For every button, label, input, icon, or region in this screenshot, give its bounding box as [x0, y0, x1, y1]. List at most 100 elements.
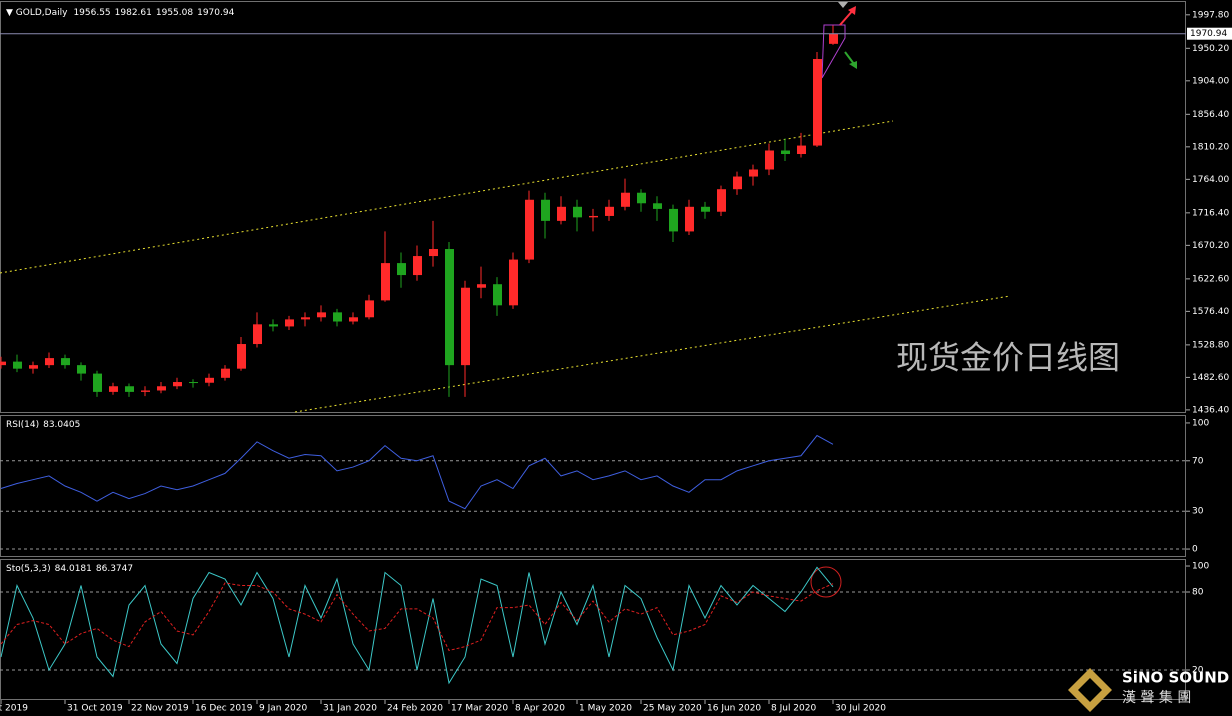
y-tick-label: 1576.40 — [1192, 307, 1229, 317]
y-tick-label: 30 — [1192, 507, 1204, 517]
candle-body — [269, 324, 278, 327]
candle-body — [765, 150, 774, 170]
candle-body — [781, 150, 790, 155]
y-tick-label: 1482.60 — [1192, 373, 1229, 383]
channel-line — [0, 120, 894, 274]
candle-body — [61, 358, 70, 366]
highlight-circle — [810, 566, 842, 598]
last-price-label: 1970.94 — [1190, 29, 1227, 39]
x-tick-label: 31 Jan 2020 — [323, 704, 377, 714]
panel-frames — [0, 1, 1186, 700]
x-tick-label: 16 Dec 2019 — [195, 704, 253, 714]
y-tick-label: 1997.80 — [1192, 10, 1229, 20]
candle-body — [461, 287, 470, 366]
candle-body — [157, 386, 166, 391]
candle-body — [813, 59, 822, 146]
logo-icon-inner — [1078, 678, 1102, 702]
candle-body — [717, 189, 726, 212]
x-tick-label: 9 Jan 2020 — [259, 704, 307, 714]
y-tick-label: 1436.40 — [1192, 405, 1229, 415]
candle-body — [621, 192, 630, 207]
candle-body — [397, 263, 406, 276]
logo-name: SiNO SOUND — [1122, 669, 1229, 687]
x-tick-label: 30 Jul 2020 — [835, 704, 886, 714]
main-title: ▼ GOLD,Daily 1956.55 1982.61 1955.08 1970.94 — [6, 8, 235, 18]
candle-body — [205, 377, 214, 383]
logo-chinese: 漢 聲 集 團 — [1122, 689, 1191, 706]
candle-body — [0, 361, 6, 366]
candle-body — [45, 358, 54, 366]
sto-title: Sto(5,3,3) 84.0181 86.3747 — [6, 564, 133, 574]
candle-body — [237, 344, 246, 369]
ohlc-high: 1982.61 — [115, 8, 152, 18]
symbol: GOLD,Daily — [16, 8, 68, 18]
x-tick-label: 22 Nov 2019 — [131, 704, 189, 714]
candle-body — [29, 365, 38, 369]
y-tick-label: 1764.00 — [1192, 175, 1229, 185]
candle-body — [365, 300, 374, 318]
ohlc-close: 1970.94 — [197, 8, 234, 18]
candle-body — [685, 206, 694, 232]
triangle-drawing — [821, 24, 846, 79]
x-tick-label: 31 Oct 2019 — [67, 704, 123, 714]
menu-triangle: ▼ — [6, 8, 16, 18]
candle-body — [541, 199, 550, 221]
last-price-box — [1187, 27, 1232, 40]
x-tick-label: 16 Jun 2020 — [707, 704, 761, 714]
candle-body — [141, 390, 150, 392]
sto-frame — [0, 559, 1186, 700]
candle-body — [509, 259, 518, 306]
down-arrow-head — [849, 61, 857, 69]
x-tick-label: 9 Oct 2019 — [0, 704, 28, 714]
x-tick-label: 1 May 2020 — [579, 704, 632, 714]
candle-body — [605, 206, 614, 216]
candle-body — [477, 284, 486, 288]
candle-body — [109, 386, 118, 392]
candle-body — [701, 206, 710, 212]
channel-line — [294, 295, 1011, 413]
ohlc-open: 1956.55 — [73, 8, 110, 18]
sto-signal-value: 86.3747 — [96, 564, 133, 574]
candle-body — [349, 317, 358, 322]
candle-body — [125, 386, 134, 392]
y-tick-label: 1716.40 — [1192, 208, 1229, 218]
candle-body — [637, 192, 646, 204]
x-tick-label: 25 May 2020 — [643, 704, 702, 714]
y-tick-label: 70 — [1192, 456, 1204, 466]
candle-body — [797, 145, 806, 155]
candle-body — [525, 199, 534, 260]
candle-body — [253, 324, 262, 345]
candle-body — [669, 208, 678, 232]
candle-body — [285, 319, 294, 327]
candle-body — [557, 206, 566, 221]
candle-body — [573, 206, 582, 218]
sto-name: Sto(5,3,3) — [6, 564, 51, 574]
candle-body — [589, 215, 598, 218]
candle-body — [733, 176, 742, 190]
candle-body — [93, 373, 102, 392]
sto-main-value: 84.0181 — [55, 564, 92, 574]
candle-body — [189, 382, 198, 384]
candle-body — [445, 249, 454, 366]
candle-body — [173, 382, 182, 387]
rsi-name: RSI(14) — [6, 420, 39, 430]
indicator-line — [0, 434, 834, 510]
y-tick-label: 20 — [1192, 665, 1204, 675]
y-tick-label: 1904.00 — [1192, 76, 1229, 86]
x-tick-label: 24 Feb 2020 — [387, 704, 443, 714]
rsi-value: 83.0405 — [43, 420, 80, 430]
up-arrow-head — [848, 6, 856, 15]
candle-body — [221, 368, 230, 378]
candle-body — [749, 169, 758, 177]
indicator-line — [0, 582, 834, 652]
x-tick-label: 8 Jul 2020 — [771, 704, 816, 714]
y-tick-label: 1528.80 — [1192, 340, 1229, 350]
marker — [838, 2, 848, 8]
main-frame — [0, 1, 1186, 413]
y-tick-label: 1856.40 — [1192, 110, 1229, 120]
candle-body — [653, 203, 662, 209]
candle-body — [301, 317, 310, 320]
candle-body — [317, 312, 326, 318]
